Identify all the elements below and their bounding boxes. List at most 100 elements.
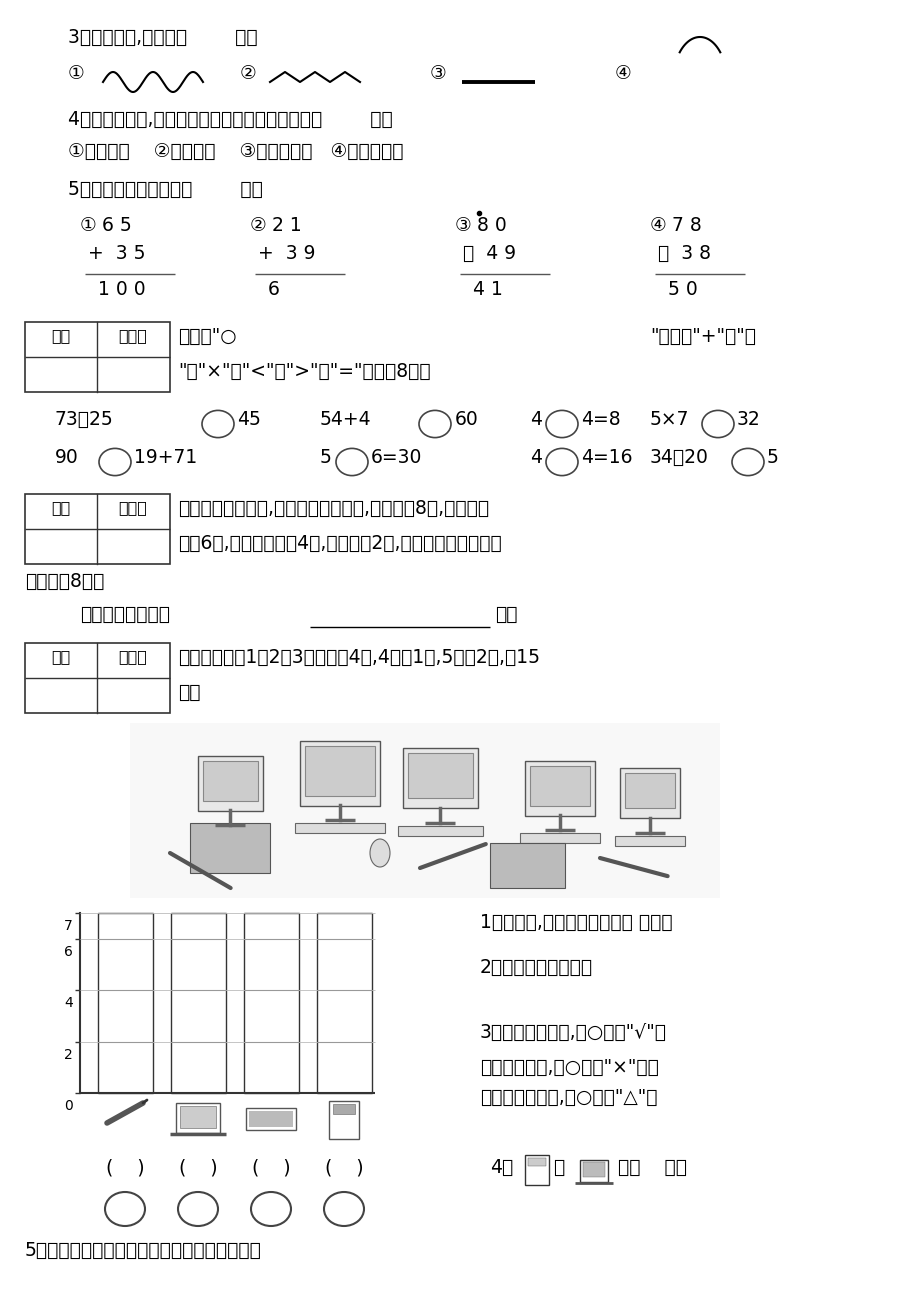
Bar [490,842,564,888]
Text: 评卷人: 评卷人 [119,328,147,342]
Text: 54+4: 54+4 [320,410,371,428]
Text: 6=30: 6=30 [370,448,422,467]
Bar [624,773,675,809]
Text: 6 5: 6 5 [102,216,131,234]
Text: 2 1: 2 1 [272,216,301,234]
Text: 5、下列计算正确的是（        ）。: 5、下列计算正确的是（ ）。 [68,180,263,199]
Text: 4=16: 4=16 [581,448,632,467]
Text: ①: ① [68,64,85,83]
Text: 熟得6分,背得一部分得4分,背不得得2分,你认为你自己该得几: 熟得6分,背得一部分得4分,背不得得2分,你认为你自己该得几 [177,534,501,553]
Text: ①二三得六    ②四三十二    ③八九七十二   ④七七四十九: ①二三得六 ②四三十二 ③八九七十二 ④七七四十九 [68,142,403,161]
Bar [193,828,267,838]
Text: ④: ④ [650,216,666,234]
Text: 34－20: 34－20 [650,448,709,467]
Text: 2、在方格内涂一涂。: 2、在方格内涂一涂。 [480,958,593,976]
Bar [190,823,269,874]
Text: 7 8: 7 8 [671,216,701,234]
Text: －  3 8: － 3 8 [657,243,710,263]
Bar [98,913,153,1092]
Bar [528,1157,545,1167]
Bar [619,768,679,818]
Bar [305,746,375,796]
Text: +  3 5: + 3 5 [88,243,145,263]
Bar [180,1105,216,1128]
Bar [171,913,226,1092]
Bar [317,913,371,1092]
Text: +  3 9: + 3 9 [257,243,315,263]
Text: 5: 5 [320,448,332,467]
Text: 7: 7 [64,919,73,934]
Text: 45: 45 [237,410,261,428]
Bar [176,1103,220,1133]
Text: 4=8: 4=8 [581,410,620,428]
Text: 五、自己评价自己,一至九的乘法口诀,背得熟得8分,背得但不: 五、自己评价自己,一至九的乘法口诀,背得熟得8分,背得但不 [177,499,489,518]
Bar [333,1104,355,1115]
Text: 60: 60 [455,410,478,428]
Bar [25,322,170,392]
Bar [583,1161,605,1177]
Bar [398,825,482,836]
Text: 四、在"○: 四、在"○ [177,327,236,346]
Text: 得分: 得分 [51,500,71,516]
Bar [529,766,589,806]
Bar [519,833,599,842]
Text: 2: 2 [64,1048,73,1061]
Bar [525,1155,549,1185]
Text: 分）: 分） [177,684,200,702]
Text: 4 1: 4 1 [472,280,503,299]
Bar [300,741,380,806]
Text: "里填上"+"、"－: "里填上"+"、"－ [650,327,755,346]
Bar [295,823,384,833]
Text: 评卷人: 评卷人 [119,648,147,664]
Text: 答：我认为我该得: 答：我认为我该得 [80,605,170,624]
Text: ③: ③ [455,216,471,234]
Text: ④: ④ [614,64,631,83]
Text: 0: 0 [64,1099,73,1113]
Text: 6: 6 [64,945,73,958]
Bar [614,836,685,846]
Text: 4、: 4、 [490,1157,513,1177]
Bar [244,913,299,1092]
Text: 4: 4 [529,410,541,428]
Text: 3、哪样东西最多,在○内画"√"；: 3、哪样东西最多,在○内画"√"； [480,1023,666,1042]
Text: 5×7: 5×7 [650,410,688,428]
Text: 5 0: 5 0 [667,280,697,299]
Bar [579,1160,607,1182]
Text: 5: 5 [766,448,778,467]
Text: 73－25: 73－25 [55,410,114,428]
Text: 5、你还能想出一个数学问题吗？请列式计算。: 5、你还能想出一个数学问题吗？请列式计算。 [25,1241,262,1260]
Bar [249,1111,292,1128]
Text: ②: ② [240,64,256,83]
Bar [25,643,170,713]
Text: 得分: 得分 [51,328,71,342]
Text: 评卷人: 评卷人 [119,500,147,516]
Text: 少（    ）。: 少（ ）。 [618,1157,686,1177]
Text: 90: 90 [55,448,79,467]
Text: (    ): ( ) [106,1157,144,1177]
Text: 1、数一数,把数的结果填在（ ）内。: 1、数一数,把数的结果填在（ ）内。 [480,913,672,932]
Text: (    ): ( ) [324,1157,363,1177]
Text: 六、统计。（1、2、3小题每题4分,4小题1分,5小题2分,共15: 六、统计。（1、2、3小题每题4分,4小题1分,5小题2分,共15 [177,648,539,667]
Text: (    ): ( ) [178,1157,217,1177]
Text: 8 0: 8 0 [476,216,506,234]
Text: 两样东西一样多,在○内画"△"。: 两样东西一样多,在○内画"△"。 [480,1088,657,1107]
Text: 哪样东西最少,在○内画"×"；哪: 哪样东西最少,在○内画"×"；哪 [480,1059,658,1077]
Bar [25,493,170,564]
Text: 分。（共8分）: 分。（共8分） [25,572,104,591]
Text: 1 0 0: 1 0 0 [98,280,145,299]
Text: 4、下列口诀中,只能用来计算一个乘法算式的是（        ）。: 4、下列口诀中,只能用来计算一个乘法算式的是（ ）。 [68,109,392,129]
Text: 分。: 分。 [494,605,517,624]
Bar [525,760,595,816]
Text: ③: ③ [429,64,447,83]
Text: ②: ② [250,216,267,234]
Ellipse shape [369,838,390,867]
Text: 6: 6 [267,280,279,299]
Bar [130,723,720,898]
Text: 3、下列线中,线段是（        ）。: 3、下列线中,线段是（ ）。 [68,29,257,47]
Bar [198,756,263,811]
Bar [203,760,257,801]
Bar [245,1108,296,1130]
Text: －  4 9: － 4 9 [462,243,516,263]
Text: 32: 32 [736,410,760,428]
Text: (    ): ( ) [252,1157,290,1177]
